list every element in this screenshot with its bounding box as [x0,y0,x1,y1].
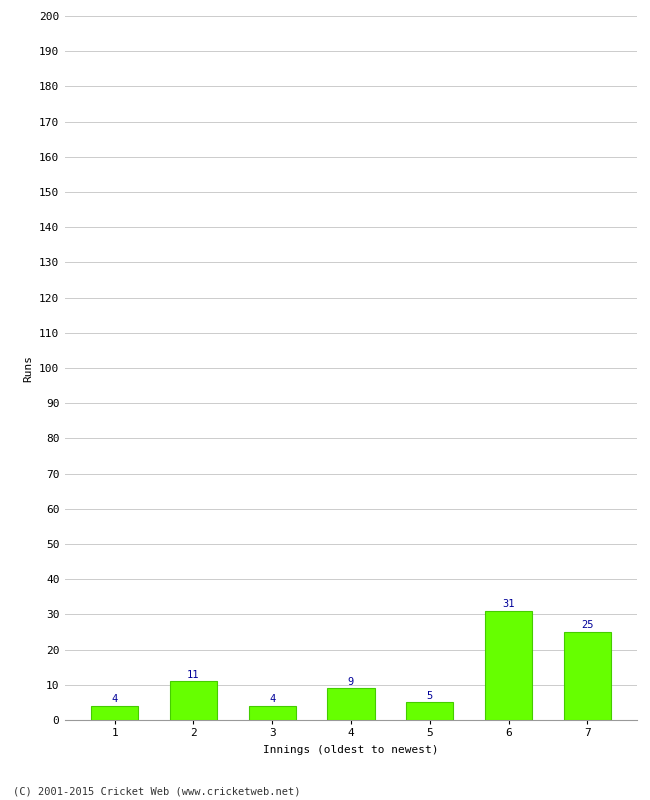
Text: 4: 4 [112,694,118,704]
Bar [406,702,454,720]
Text: 31: 31 [502,599,515,609]
Text: 5: 5 [426,690,433,701]
Bar [91,706,138,720]
Text: (C) 2001-2015 Cricket Web (www.cricketweb.net): (C) 2001-2015 Cricket Web (www.cricketwe… [13,786,300,796]
Bar [248,706,296,720]
Text: 9: 9 [348,677,354,686]
Text: 25: 25 [581,620,593,630]
Bar [564,632,611,720]
Bar [485,611,532,720]
X-axis label: Innings (oldest to newest): Innings (oldest to newest) [263,746,439,755]
Text: 4: 4 [269,694,276,704]
Y-axis label: Runs: Runs [23,354,34,382]
Bar [328,688,374,720]
Text: 11: 11 [187,670,200,679]
Bar [170,682,217,720]
